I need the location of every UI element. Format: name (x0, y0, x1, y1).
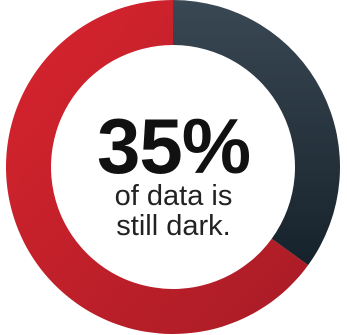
center-caption-line-2: still dark. (116, 210, 231, 242)
donut-slice-dark (173, 0, 341, 266)
donut-slice-red (5, 0, 309, 335)
center-caption-line-1: of data is (114, 180, 233, 212)
slices-layer (5, 0, 341, 335)
center-percentage: 35% (96, 102, 251, 190)
